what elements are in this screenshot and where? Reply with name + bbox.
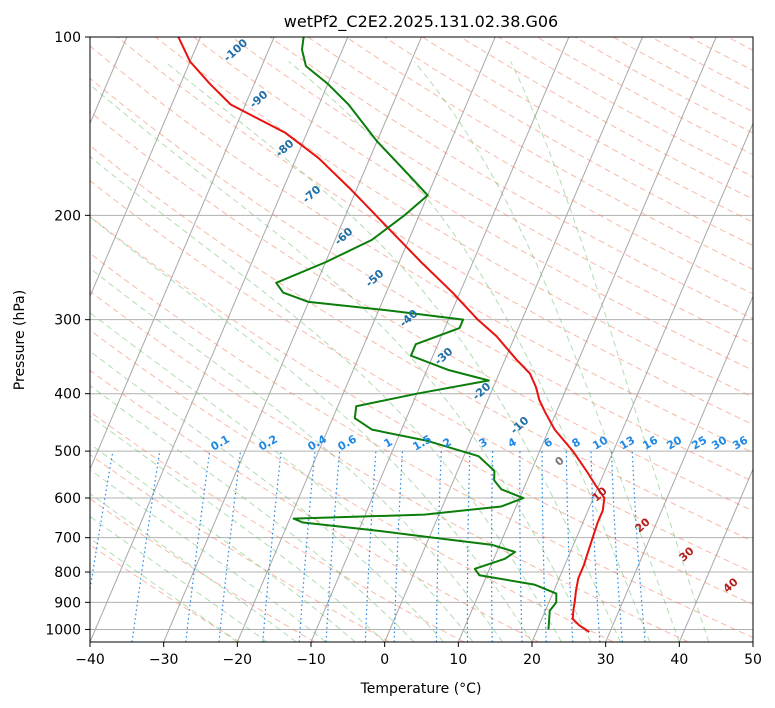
mixing-ratio-line [325,451,341,642]
isotherm-line [678,467,753,642]
dry-adiabat-line [307,37,753,295]
mixing-ratio-line [541,451,547,642]
mixing-ratio-line [131,451,161,642]
isotherm-line [457,37,717,642]
mixing-ratio-layer [90,450,646,642]
dry-adiabat-line [90,215,753,606]
moist-adiabat-line [413,61,680,642]
x-tick-label: 0 [380,652,389,668]
x-tick-label: −30 [149,652,179,668]
temperature-line [177,37,606,633]
dry-adiabat-line [231,37,753,345]
moist-adiabat-line [164,61,621,642]
isotherm-line [90,37,201,298]
isotherm-line [310,37,570,642]
dewpoint-line [275,37,558,630]
mixing-ratio-line [435,451,442,642]
series-layer [177,37,606,633]
x-tick-label: −20 [223,652,253,668]
moist-adiabat-line [90,415,386,642]
moist-adiabat-line [90,443,356,642]
dry-adiabat-line [90,411,465,642]
moist-adiabat-line [90,311,474,642]
x-tick-label: 10 [449,652,467,668]
isotherm-line [90,37,349,642]
mixing-ratio-line [565,451,574,642]
isotherm-line [236,37,496,642]
isotherm-line [752,640,753,642]
y-tick-label: 1000 [45,622,81,638]
isotherm-line [531,122,753,642]
y-tick-label: 800 [54,565,81,581]
adiabat-layer [90,37,775,642]
isotherm-line [90,37,275,471]
dry-adiabat-line [90,498,315,642]
mixing-ratio-line [218,451,242,642]
x-tick-label: 30 [597,652,615,668]
x-tick-label: 40 [670,652,688,668]
moist-adiabat-line [90,84,592,642]
x-axis-label: Temperature (°C) [360,681,482,697]
y-tick-label: 400 [54,387,81,403]
moist-adiabat-line [90,216,533,642]
y-axis-label: Pressure (hPa) [12,290,28,390]
moist-adiabat-line [90,493,297,642]
x-tick-label: −10 [296,652,326,668]
mixing-ratio-line [590,451,601,642]
moist-adiabat-line [90,267,503,642]
mixing-ratio-line [466,451,471,642]
dry-adiabat-line [90,329,614,642]
grid-layer [90,37,753,642]
y-tick-label: 200 [54,208,81,224]
mixing-ratio-line [610,451,623,642]
y-tick-label: 300 [54,313,81,329]
mixing-ratio-line [185,451,211,642]
y-tick-label: 600 [54,491,81,507]
dry-adiabat-line [117,37,753,426]
mixing-ratio-line [393,451,404,642]
x-axis: −40 −30 −20 −10 0 10 20 30 40 50 [75,642,762,668]
isotherm-line [384,37,643,642]
x-tick-label: 50 [744,652,762,668]
moist-adiabat-line [510,61,710,642]
y-axis: 100 200 300 400 500 600 700 800 900 1000 [45,30,90,638]
mixing-ratio-line [262,451,282,642]
dry-adiabat-line [90,252,753,639]
moist-adiabat-line [288,61,651,642]
chart-title: wetPf2_C2E2.2025.131.02.38.G06 [284,12,558,32]
moist-adiabat-line [90,155,562,642]
x-tick-label: −40 [75,652,105,668]
y-tick-label: 700 [54,531,81,547]
mixing-ratio-line [490,451,494,642]
mixing-ratio-line [631,451,646,642]
dry-adiabat-line [193,37,753,372]
plot-frame [89,36,754,643]
mixing-ratio-line [364,451,377,642]
mixing-ratio-line [298,451,316,642]
isotherm-line [605,295,753,642]
y-tick-label: 500 [54,444,81,460]
x-tick-label: 20 [523,652,541,668]
plot-background [90,37,753,642]
y-tick-label: 900 [54,595,81,611]
mixing-ratio-line [519,451,523,642]
y-tick-label: 100 [54,30,81,46]
dry-adiabat-line [90,290,689,642]
dry-adiabat-line [269,37,753,320]
dry-adiabat-line [90,369,540,642]
moist-adiabat-line [90,469,327,642]
dry-adiabat-line [766,37,775,642]
